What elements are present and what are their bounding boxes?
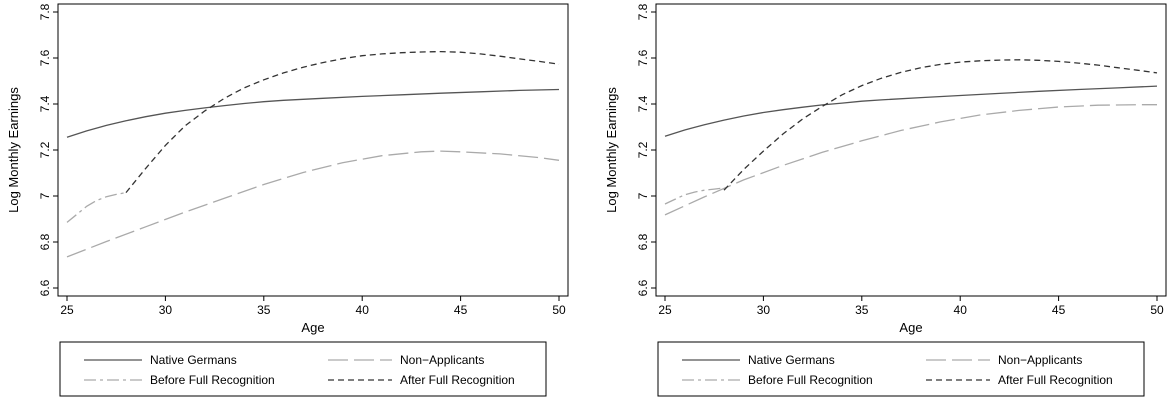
legend-label-2: Non−Applicants (400, 353, 484, 367)
legend: Native Germans Non−Applicants Before Full … (59, 341, 547, 397)
x-tick-label: 40 (356, 303, 370, 317)
y-tick-label: 7 (636, 192, 650, 199)
x-tick-label: 30 (757, 303, 771, 317)
x-tick-label: 45 (1052, 303, 1066, 317)
series-line-2 (66, 150, 560, 258)
legend-label-1: Native Germans (748, 353, 835, 367)
legend-label-2: Non−Applicants (998, 353, 1082, 367)
x-axis-label: Age (301, 320, 324, 335)
chart-panel-2: 6.6 6.8 7 7.2 7.4 7.6 7.8 25 30 35 40 45 50 Age Log Mo… (604, 3, 1167, 397)
y-tick-label: 6.8 (38, 233, 52, 250)
legend-box (59, 341, 547, 397)
y-tick-label: 7.2 (636, 141, 650, 158)
series-line-1 (664, 85, 1158, 137)
legend-label-4: After Full Recognition (998, 373, 1113, 387)
series-line-2 (664, 104, 1157, 216)
y-tick-label: 7.2 (38, 141, 52, 158)
legend-box (657, 341, 1145, 397)
series-line-1 (66, 88, 560, 138)
legend-label-3: Before Full Recognition (150, 373, 275, 387)
series-line-3 (66, 191, 127, 223)
x-tick-label: 50 (552, 303, 566, 317)
x-tick-label: 40 (954, 303, 968, 317)
y-tick-label: 7.8 (636, 3, 650, 20)
series-line-3 (664, 187, 725, 205)
series-line-4 (125, 50, 560, 194)
plot-frame (57, 3, 569, 297)
legend-label-3: Before Full Recognition (748, 373, 873, 387)
y-tick-label: 7 (38, 192, 52, 199)
series-line-4 (723, 59, 1158, 191)
x-tick-label: 35 (855, 303, 869, 317)
y-tick-label: 6.6 (636, 279, 650, 296)
legend-label-4: After Full Recognition (400, 373, 515, 387)
legend-label-1: Native Germans (150, 353, 237, 367)
y-tick-label: 7.4 (636, 95, 650, 112)
y-tick-label: 6.6 (38, 279, 52, 296)
y-tick-label: 7.4 (38, 95, 52, 112)
x-tick-label: 35 (257, 303, 271, 317)
y-tick-label: 7.6 (38, 49, 52, 66)
x-tick-label: 45 (454, 303, 468, 317)
y-tick-label: 7.8 (38, 3, 52, 20)
x-tick-label: 25 (658, 303, 672, 317)
x-axis-label: Age (899, 320, 922, 335)
y-axis-label: Log Monthly Earnings (604, 87, 619, 213)
y-tick-label: 7.6 (636, 49, 650, 66)
x-tick-label: 50 (1150, 303, 1164, 317)
y-tick-label: 6.8 (636, 233, 650, 250)
x-tick-label: 25 (60, 303, 74, 317)
x-tick-label: 30 (159, 303, 173, 317)
legend: Native Germans Non−Applicants Before Full … (657, 341, 1145, 397)
plot-frame (655, 3, 1167, 297)
y-axis-label: Log Monthly Earnings (6, 87, 21, 213)
chart-panel-1: 6.6 6.8 7 7.2 7.4 7.6 7.8 25 30 35 40 45 50 Age Log Mo… (6, 3, 569, 397)
